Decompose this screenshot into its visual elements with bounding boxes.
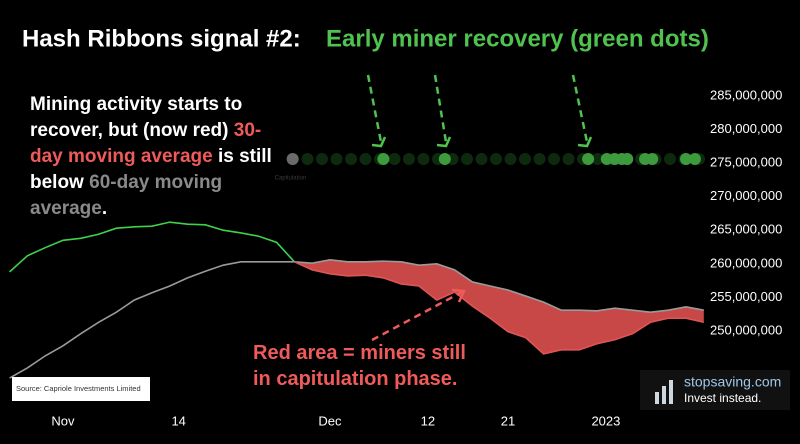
- annotation-text: 30-day moving average: [30, 120, 262, 167]
- dot-track: [301, 152, 314, 165]
- dot-track: [316, 152, 328, 165]
- dot-track: [345, 152, 357, 165]
- logo-bar: [669, 380, 673, 404]
- x-tick-label: 2023: [591, 413, 620, 428]
- dot-track: [490, 152, 502, 165]
- signal-dot: [646, 152, 659, 165]
- arrows: [366, 74, 593, 342]
- dot-track: [504, 152, 517, 165]
- dot-track: [388, 152, 401, 165]
- logo: stopsaving.com Invest instead.: [640, 370, 790, 410]
- arrow-head: [436, 136, 452, 148]
- dot-track: [359, 152, 372, 165]
- chart-subtitle: Early miner recovery (green dots): [326, 25, 709, 52]
- signal-dot: [621, 152, 634, 165]
- chart-title: Hash Ribbons signal #2:: [22, 25, 301, 52]
- logo-bar: [662, 386, 666, 404]
- y-tick-label: 280,000,000: [710, 121, 782, 136]
- annotation: Mining activity starts to recover, but (…: [30, 92, 275, 222]
- y-tick-label: 270,000,000: [710, 188, 782, 203]
- annotation-text: .: [101, 198, 108, 219]
- dot-track: [533, 152, 546, 165]
- dot-track: [403, 152, 415, 165]
- x-tick-label: Dec: [318, 413, 342, 428]
- dot-track: [461, 152, 473, 165]
- area: [294, 259, 704, 354]
- dot-track: [562, 152, 575, 165]
- line: [294, 261, 704, 355]
- arrow-head: [577, 136, 593, 148]
- dot-track: [417, 152, 430, 165]
- dot-track: [330, 152, 343, 165]
- signal-dot: [438, 152, 451, 165]
- source: Source: Capriole Investments Limited: [16, 384, 141, 393]
- dot-track: [519, 152, 531, 165]
- x-tick-label: 14: [171, 413, 185, 428]
- signal-dot: [286, 152, 299, 165]
- signal-dot: [377, 152, 390, 165]
- arrow: [371, 290, 463, 342]
- dot-track: [591, 152, 604, 165]
- line: [9, 258, 704, 379]
- logo-bar: [655, 392, 659, 404]
- signal-dot: [680, 152, 693, 165]
- y-tick-label: 275,000,000: [710, 154, 782, 169]
- line: [9, 221, 295, 273]
- signal-dot: [582, 152, 595, 165]
- y-tick-label: 255,000,000: [710, 289, 782, 304]
- brand-tagline: Invest instead.: [684, 391, 761, 405]
- y-tick-label: 265,000,000: [710, 222, 782, 237]
- brand-name: stopsaving.com: [684, 374, 781, 390]
- y-tick-label: 260,000,000: [710, 255, 782, 270]
- arrow-head: [451, 288, 466, 303]
- annotation: Red area = miners still in capitulation …: [253, 340, 483, 392]
- dot-track: [548, 152, 560, 165]
- dot-label: Capitulation: [275, 176, 307, 182]
- arrow: [571, 74, 589, 143]
- annotation-text: Red area = miners still in capitulation …: [253, 342, 466, 390]
- x-tick-label: Nov: [51, 413, 75, 428]
- signal-dot: [688, 152, 701, 165]
- plot: 250,000,000 255,000,000 260,000,000 265,000…: [9, 87, 782, 428]
- y-tick-label: 285,000,000: [710, 87, 782, 102]
- annotation-text: is still below: [30, 146, 272, 193]
- x-tick-label: 12: [421, 413, 435, 428]
- dot-track: [475, 152, 488, 165]
- arrow: [433, 74, 448, 143]
- arrow: [366, 74, 383, 143]
- y-tick-label: 250,000,000: [710, 322, 782, 337]
- annotation-text: 60-day moving average: [30, 172, 223, 219]
- x-tick-label: 21: [501, 413, 515, 428]
- dot-track: [664, 152, 676, 165]
- annotation-text: Mining activity starts to recover, but (…: [30, 94, 243, 141]
- source-box: [12, 377, 150, 401]
- arrow-head: [371, 136, 387, 148]
